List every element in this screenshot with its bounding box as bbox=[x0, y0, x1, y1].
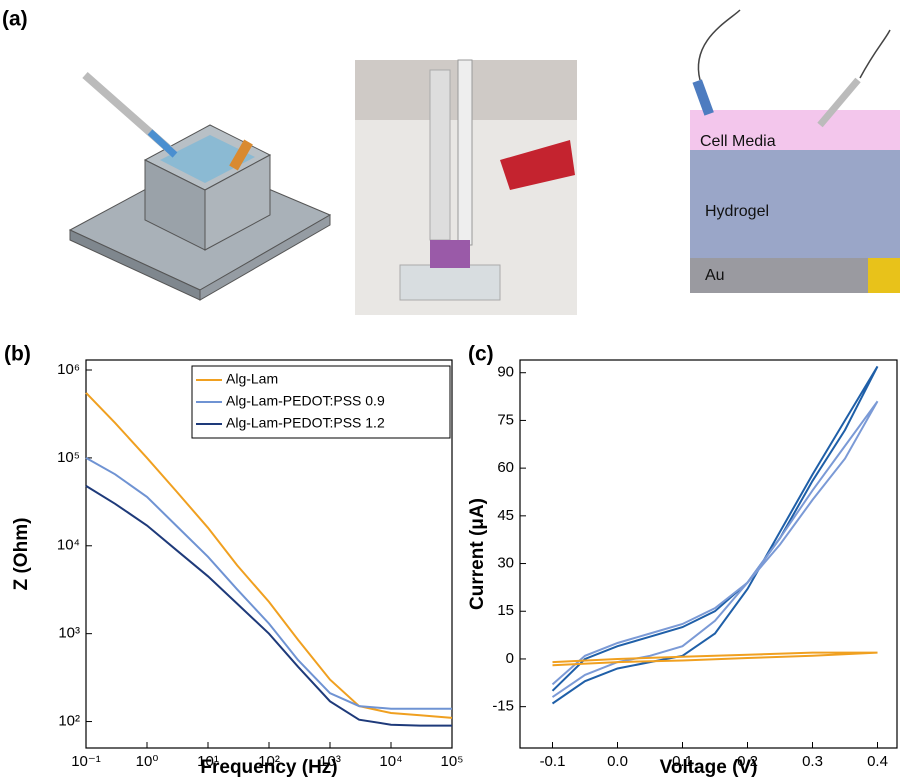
y-tick-label: 0 bbox=[506, 650, 514, 667]
figure: (a) (b) (c) Cell Media Hydrogel Au 10⁻¹1 bbox=[0, 0, 901, 777]
data-line bbox=[553, 653, 878, 666]
layer-label: Hydrogel bbox=[705, 203, 769, 220]
y-tick-label: -15 bbox=[492, 698, 514, 715]
legend-label: Alg-Lam-PEDOT:PSS 0.9 bbox=[226, 393, 385, 409]
x-tick-label: 10⁴ bbox=[379, 753, 402, 770]
y-tick-label: 10² bbox=[58, 713, 80, 730]
y-axis-label: Z (Ohm) bbox=[11, 518, 32, 591]
layer-diagram: Cell Media Hydrogel Au bbox=[690, 10, 900, 293]
y-tick-label: 75 bbox=[497, 411, 514, 428]
y-tick-label: 10⁴ bbox=[57, 537, 80, 554]
plot-frame bbox=[520, 360, 897, 748]
y-tick-label: 15 bbox=[497, 602, 514, 619]
y-axis-label: Current (μA) bbox=[467, 498, 488, 610]
y-tick-label: 60 bbox=[497, 459, 514, 476]
panel-label: (b) bbox=[4, 343, 31, 366]
data-line bbox=[86, 486, 452, 726]
setup-photo bbox=[355, 60, 577, 315]
x-tick-label: -0.1 bbox=[540, 753, 566, 770]
y-tick-label: 10³ bbox=[58, 625, 80, 642]
panel-label: (a) bbox=[2, 8, 28, 31]
device-illustration bbox=[70, 75, 330, 300]
x-axis-label: Frequency (Hz) bbox=[200, 757, 337, 777]
y-tick-label: 45 bbox=[497, 507, 514, 524]
data-line bbox=[86, 393, 452, 718]
x-tick-label: 0.3 bbox=[802, 753, 823, 770]
legend-label: Alg-Lam-PEDOT:PSS 1.2 bbox=[226, 415, 385, 431]
y-tick-label: 90 bbox=[497, 364, 514, 381]
x-tick-label: 10⁰ bbox=[136, 753, 159, 770]
x-tick-label: 10⁵ bbox=[441, 753, 464, 770]
x-tick-label: 0.4 bbox=[867, 753, 888, 770]
y-tick-label: 10⁵ bbox=[57, 449, 80, 466]
legend-label: Alg-Lam bbox=[226, 371, 278, 387]
layer-label: Au bbox=[705, 267, 725, 284]
x-axis-label: Voltage (V) bbox=[660, 757, 758, 777]
layer-label: Cell Media bbox=[700, 133, 776, 150]
data-line bbox=[86, 458, 452, 709]
y-tick-label: 10⁶ bbox=[57, 361, 80, 378]
y-tick-label: 30 bbox=[497, 555, 514, 572]
panel-label: (c) bbox=[468, 343, 494, 366]
x-tick-label: 0.0 bbox=[607, 753, 628, 770]
x-tick-label: 10⁻¹ bbox=[71, 753, 101, 770]
